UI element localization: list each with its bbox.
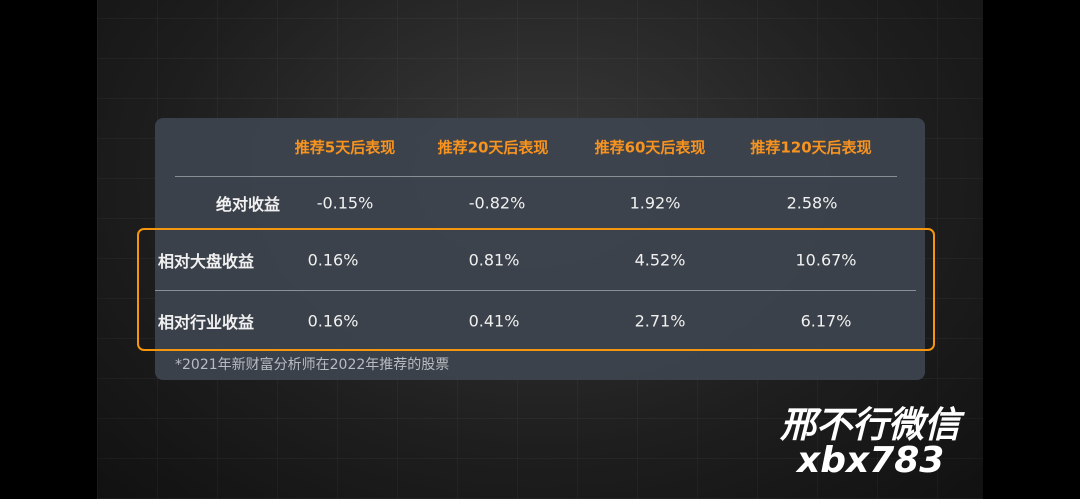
watermark: xbx783 <box>797 440 945 481</box>
cell-value: 10.67% <box>795 250 857 270</box>
cell-value: -0.82% <box>468 193 526 213</box>
row-label: 相对大盘收益 <box>158 252 255 271</box>
column-header: 推荐60天后表现 <box>594 138 706 157</box>
header-rule <box>175 176 897 177</box>
cell-value: 0.16% <box>307 311 359 331</box>
cell-value: -0.15% <box>316 193 374 213</box>
column-header: 推荐5天后表现 <box>294 138 396 157</box>
table-card <box>155 118 925 380</box>
row-label: 相对行业收益 <box>158 313 255 332</box>
watermark: 邢不行微信 <box>780 405 961 446</box>
cell-value: 2.58% <box>786 193 838 213</box>
row-label: 绝对收益 <box>215 195 280 214</box>
column-header: 推荐120天后表现 <box>750 138 872 157</box>
cell-value: 1.92% <box>629 193 681 213</box>
row-rule <box>155 290 916 291</box>
cell-value: 6.17% <box>800 311 852 331</box>
cell-value: 0.81% <box>468 250 520 270</box>
cell-value: 0.16% <box>307 250 359 270</box>
column-header: 推荐20天后表现 <box>437 138 549 157</box>
highlight-box <box>137 228 935 351</box>
cell-value: 0.41% <box>468 311 520 331</box>
cell-value: 2.71% <box>634 311 686 331</box>
footnote: *2021年新财富分析师在2022年推荐的股票 <box>175 357 450 373</box>
cell-value: 4.52% <box>634 250 686 270</box>
